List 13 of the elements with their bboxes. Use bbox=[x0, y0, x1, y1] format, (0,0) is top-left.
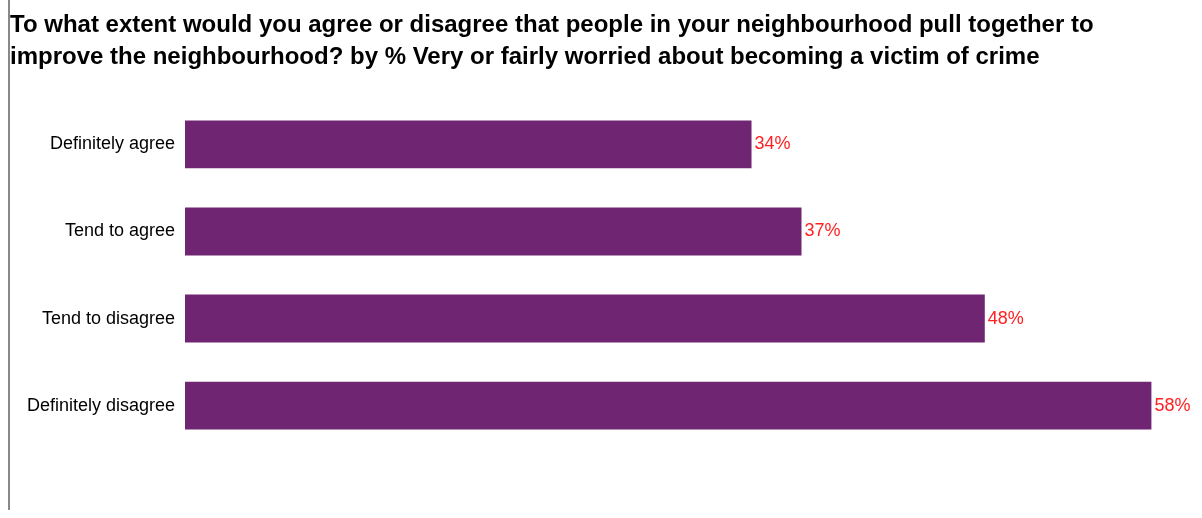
y-tick-label: Definitely disagree bbox=[26, 394, 175, 415]
y-tick-label: Definitely agree bbox=[49, 133, 175, 154]
y-tick-label: Tend to disagree bbox=[41, 307, 175, 328]
data-label: 48% bbox=[987, 307, 1024, 328]
bar bbox=[185, 381, 1152, 430]
chart-title: To what extent would you agree or disagree that people in your neighbourhood pull together to improve the neighbourhood? by % Very or fairly worried about becoming a victim of crime bbox=[10, 9, 1095, 71]
data-label: 37% bbox=[804, 220, 841, 241]
data-label: 58% bbox=[1154, 394, 1191, 415]
data-label: 34% bbox=[754, 133, 791, 154]
bar bbox=[185, 294, 985, 343]
bar bbox=[185, 207, 802, 256]
y-tick-label: Tend to agree bbox=[64, 220, 175, 241]
bar bbox=[185, 120, 752, 169]
